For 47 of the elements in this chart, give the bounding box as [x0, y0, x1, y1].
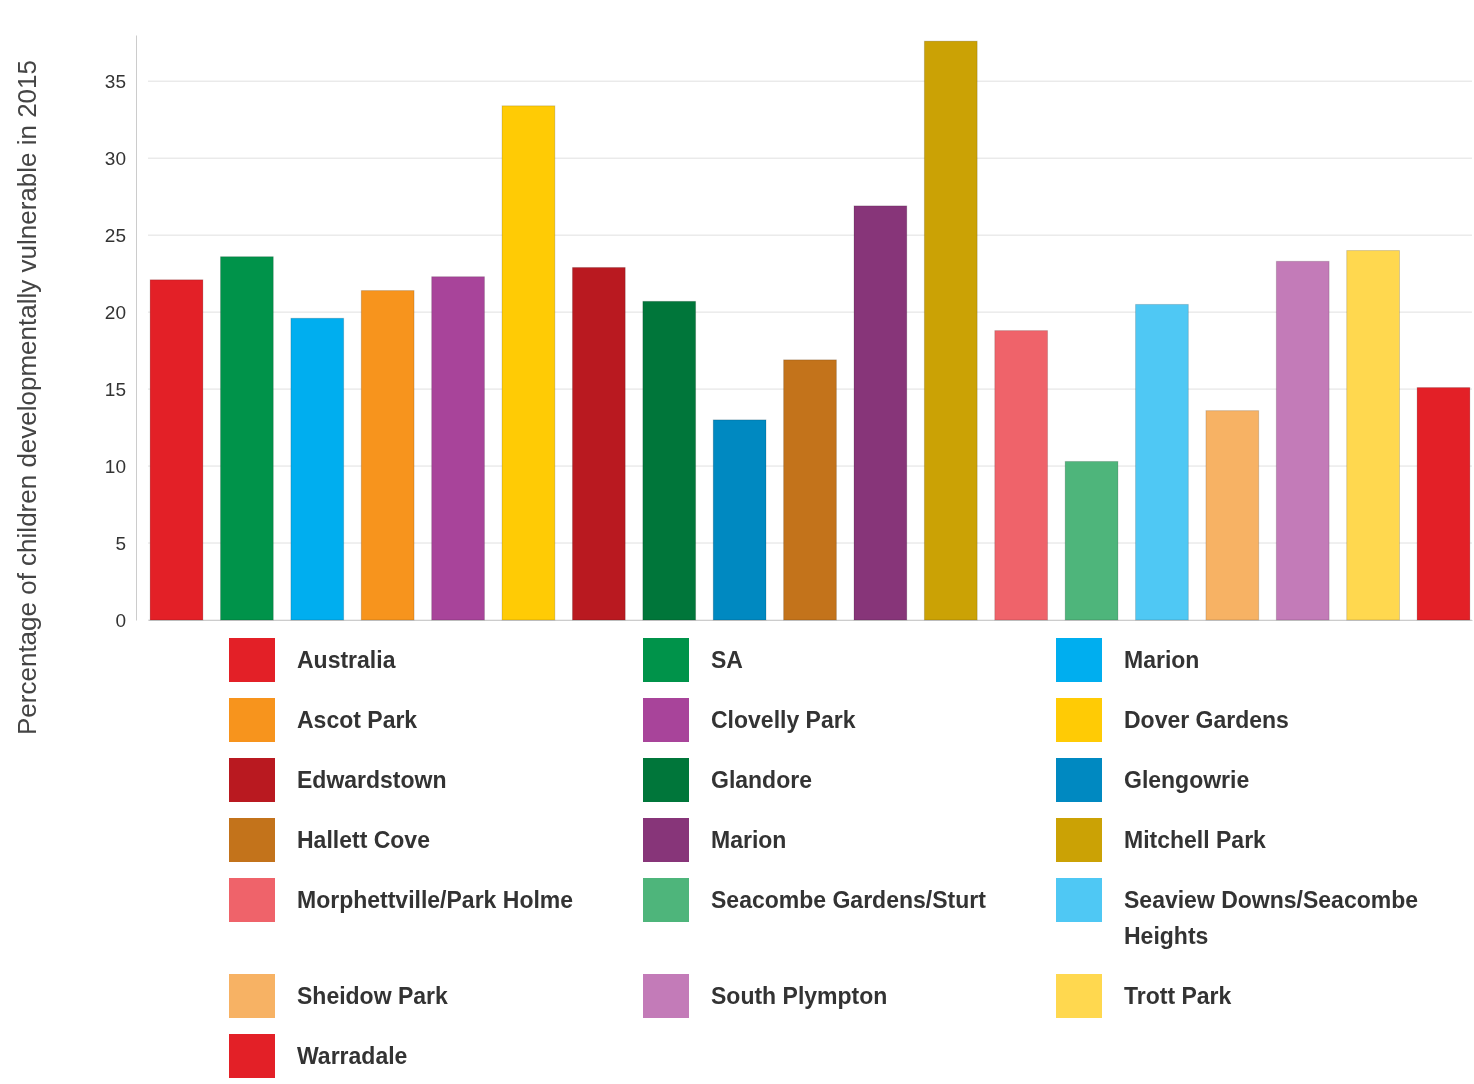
- bar: [571, 266, 626, 621]
- bar: [1346, 250, 1400, 621]
- y-tick-label: 0: [115, 609, 126, 631]
- bar: [360, 290, 415, 621]
- legend-label: Marion: [1124, 647, 1200, 673]
- legend-label: Seaview Downs/Seacombe Heights: [1124, 887, 1419, 949]
- bar: [1205, 410, 1260, 621]
- y-tick-label: 35: [104, 70, 126, 92]
- legend-label: Trott Park: [1124, 983, 1232, 1009]
- y-tick-label: 10: [104, 455, 126, 477]
- y-tick-label: 25: [104, 224, 126, 246]
- bar: [1416, 387, 1471, 621]
- legend-label: Warradale: [297, 1043, 408, 1069]
- y-tick-label: 30: [104, 147, 126, 169]
- legend-label: Clovelly Park: [711, 707, 856, 733]
- legend-label: SA: [711, 647, 743, 673]
- legend-label: Australia: [297, 647, 396, 673]
- legend-label: Mitchell Park: [1124, 827, 1267, 853]
- legend-label: Sheidow Park: [297, 983, 449, 1009]
- bar: [712, 419, 767, 621]
- legend-label: Hallett Cove: [297, 827, 430, 853]
- bar: [923, 40, 978, 621]
- legend-label: Glandore: [711, 767, 812, 793]
- legend-label: Glengowrie: [1124, 767, 1250, 793]
- bar: [220, 256, 274, 621]
- bar: [1135, 303, 1189, 621]
- legend-label: Morphettville/Park Holme: [297, 887, 574, 913]
- bar: [501, 105, 556, 621]
- legend-label: South Plympton: [711, 983, 888, 1009]
- bar: [853, 205, 908, 621]
- y-axis-title: Percentage of children developmentally vulnerable in 2015: [12, 60, 42, 735]
- legend-label: Marion: [711, 827, 787, 853]
- y-tick-label: 20: [104, 301, 126, 323]
- bar: [783, 359, 837, 621]
- bar: [1064, 460, 1119, 621]
- y-tick-label: 15: [104, 378, 126, 400]
- bar: [149, 279, 204, 621]
- bar: [1275, 260, 1330, 621]
- legend-label: Edwardstown: [297, 767, 447, 793]
- y-tick-label: 5: [115, 532, 126, 554]
- legend-label: Dover Gardens: [1124, 707, 1289, 733]
- legend-label: Ascot Park: [297, 707, 418, 733]
- bar: [431, 276, 485, 621]
- legend-label: Seacombe Gardens/Sturt: [711, 887, 987, 913]
- bar: [642, 300, 697, 621]
- bar: [994, 330, 1049, 621]
- bar: [290, 317, 345, 621]
